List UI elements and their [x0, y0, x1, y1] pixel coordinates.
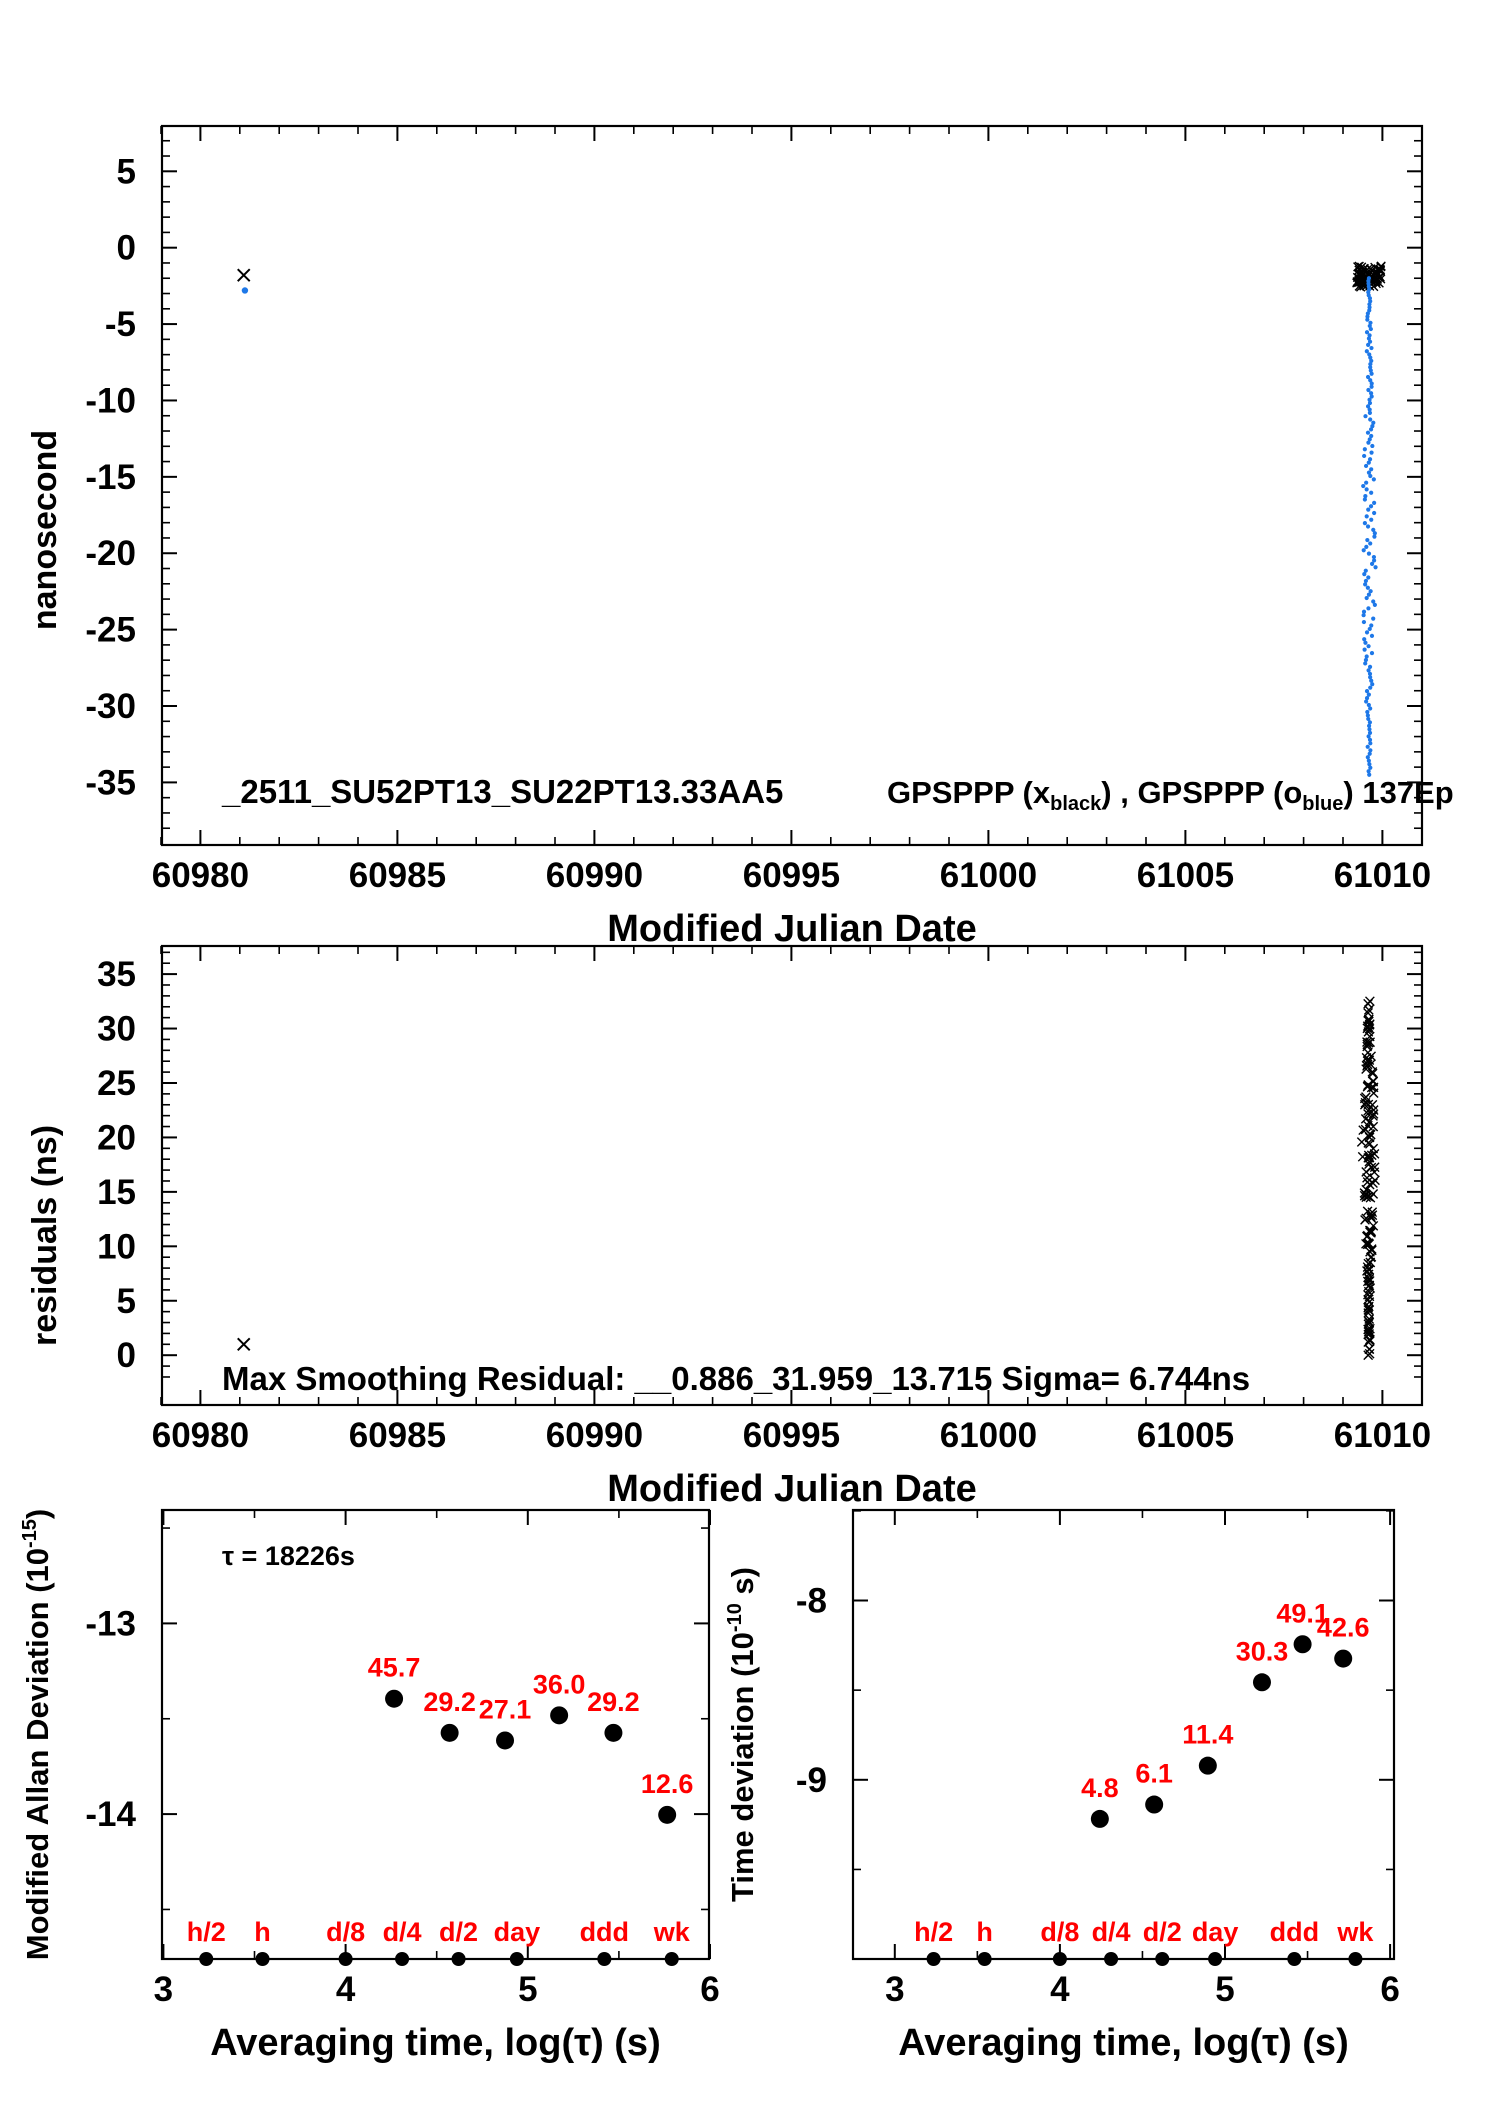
svg-text:day: day [1192, 1917, 1239, 1947]
svg-text:-5: -5 [105, 305, 136, 344]
svg-text:wk: wk [1336, 1917, 1374, 1947]
svg-text:Time deviation (10-10 s): Time deviation (10-10 s) [724, 1567, 760, 1902]
svg-text:-30: -30 [85, 687, 136, 726]
svg-text:60990: 60990 [546, 856, 643, 895]
svg-text:-15: -15 [85, 458, 136, 497]
svg-text:-8: -8 [796, 1582, 827, 1621]
svg-text:d/2: d/2 [439, 1917, 478, 1947]
svg-text:60985: 60985 [349, 856, 446, 895]
svg-text:Averaging time, log(τ) (s): Averaging time, log(τ) (s) [898, 2022, 1348, 2064]
svg-text:27.1: 27.1 [479, 1694, 532, 1724]
svg-text:-20: -20 [85, 534, 136, 573]
svg-text:Modified Julian Date: Modified Julian Date [607, 1468, 976, 1510]
svg-text:60980: 60980 [152, 856, 249, 895]
svg-text:h/2: h/2 [187, 1917, 226, 1947]
svg-text:h/2: h/2 [914, 1917, 953, 1947]
svg-text:61010: 61010 [1334, 1416, 1431, 1455]
svg-text:5: 5 [117, 152, 136, 191]
svg-text:30.3: 30.3 [1236, 1636, 1289, 1666]
svg-text:3: 3 [885, 1970, 904, 2009]
svg-text:61010: 61010 [1334, 856, 1431, 895]
svg-text:42.6: 42.6 [1317, 1613, 1370, 1643]
svg-text:61005: 61005 [1137, 856, 1234, 895]
svg-text:6.1: 6.1 [1135, 1759, 1173, 1789]
svg-text:25: 25 [97, 1064, 136, 1103]
svg-text:nanosecond: nanosecond [26, 430, 64, 630]
svg-text:5: 5 [518, 1970, 537, 2009]
svg-text:h: h [254, 1917, 271, 1947]
svg-text:5: 5 [1215, 1970, 1234, 2009]
svg-text:_2511_SU52PT13_SU22PT13.33AA5: _2511_SU52PT13_SU22PT13.33AA5 [221, 773, 783, 810]
svg-text:0: 0 [117, 1336, 136, 1375]
svg-text:4: 4 [1050, 1970, 1070, 2009]
svg-text:30: 30 [97, 1010, 136, 1049]
svg-text:Modified Allan Deviation (10-1: Modified Allan Deviation (10-15) [19, 1509, 55, 1960]
svg-text:15: 15 [97, 1173, 136, 1212]
svg-text:GPSPPP (xblack) , GPSPPP (obl: GPSPPP (xblack) , GPSPPP (oblue) 137Ep [887, 775, 1454, 815]
svg-text:11.4: 11.4 [1182, 1720, 1233, 1750]
svg-text:-35: -35 [85, 763, 136, 802]
svg-text:29.2: 29.2 [423, 1687, 476, 1717]
svg-text:60995: 60995 [743, 1416, 840, 1455]
svg-text:-25: -25 [85, 611, 136, 650]
svg-text:60985: 60985 [349, 1416, 446, 1455]
svg-text:29.2: 29.2 [587, 1687, 640, 1717]
svg-text:d/2: d/2 [1143, 1917, 1182, 1947]
svg-text:τ = 18226s: τ = 18226s [222, 1541, 355, 1571]
svg-text:0: 0 [117, 229, 136, 268]
svg-text:d/8: d/8 [1040, 1917, 1079, 1947]
svg-text:36.0: 36.0 [533, 1669, 586, 1699]
svg-text:6: 6 [1380, 1970, 1399, 2009]
svg-text:residuals (ns): residuals (ns) [26, 1125, 64, 1346]
svg-text:10: 10 [97, 1227, 136, 1266]
svg-text:4: 4 [336, 1970, 356, 2009]
svg-text:ddd: ddd [1270, 1917, 1319, 1947]
svg-text:61000: 61000 [940, 856, 1037, 895]
svg-text:-14: -14 [85, 1795, 136, 1834]
svg-text:61000: 61000 [940, 1416, 1037, 1455]
svg-text:d/4: d/4 [383, 1917, 422, 1947]
svg-text:6: 6 [700, 1970, 719, 2009]
svg-text:61005: 61005 [1137, 1416, 1234, 1455]
svg-text:d/8: d/8 [326, 1917, 365, 1947]
svg-text:12.6: 12.6 [641, 1769, 694, 1799]
svg-text:60990: 60990 [546, 1416, 643, 1455]
svg-text:Modified Julian Date: Modified Julian Date [607, 908, 976, 950]
svg-text:Averaging time, log(τ) (s): Averaging time, log(τ) (s) [210, 2022, 660, 2064]
svg-text:45.7: 45.7 [368, 1653, 421, 1683]
svg-text:-13: -13 [85, 1604, 136, 1643]
svg-text:ddd: ddd [580, 1917, 629, 1947]
svg-text:60980: 60980 [152, 1416, 249, 1455]
svg-text:60995: 60995 [743, 856, 840, 895]
svg-text:4.8: 4.8 [1081, 1773, 1119, 1803]
svg-text:Max Smoothing Residual: __0.8: Max Smoothing Residual: __0.886_31.959_1… [222, 1360, 1250, 1397]
svg-text:-9: -9 [796, 1761, 827, 1800]
svg-text:5: 5 [117, 1282, 136, 1321]
svg-text:-10: -10 [85, 381, 136, 420]
svg-text:35: 35 [97, 955, 136, 994]
svg-text:3: 3 [154, 1970, 173, 2009]
svg-text:d/4: d/4 [1092, 1917, 1131, 1947]
svg-text:h: h [976, 1917, 993, 1947]
svg-text:day: day [494, 1917, 541, 1947]
svg-text:wk: wk [653, 1917, 691, 1947]
svg-text:20: 20 [97, 1118, 136, 1157]
